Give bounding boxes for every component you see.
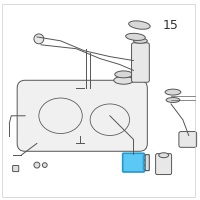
FancyBboxPatch shape [143, 156, 146, 159]
Ellipse shape [165, 89, 181, 95]
Circle shape [42, 163, 47, 167]
FancyBboxPatch shape [143, 166, 146, 169]
Circle shape [34, 34, 44, 44]
FancyBboxPatch shape [156, 154, 172, 175]
Ellipse shape [126, 33, 145, 40]
FancyBboxPatch shape [179, 132, 197, 147]
Text: 15: 15 [163, 19, 179, 32]
FancyBboxPatch shape [145, 155, 149, 171]
FancyBboxPatch shape [17, 80, 147, 151]
FancyBboxPatch shape [132, 43, 149, 82]
Ellipse shape [166, 98, 180, 102]
Ellipse shape [159, 153, 169, 158]
FancyBboxPatch shape [143, 161, 146, 164]
Ellipse shape [115, 71, 133, 78]
Ellipse shape [129, 21, 150, 29]
Ellipse shape [114, 76, 134, 84]
FancyBboxPatch shape [13, 165, 19, 172]
Ellipse shape [134, 38, 147, 43]
Circle shape [34, 162, 40, 168]
FancyBboxPatch shape [123, 153, 144, 172]
